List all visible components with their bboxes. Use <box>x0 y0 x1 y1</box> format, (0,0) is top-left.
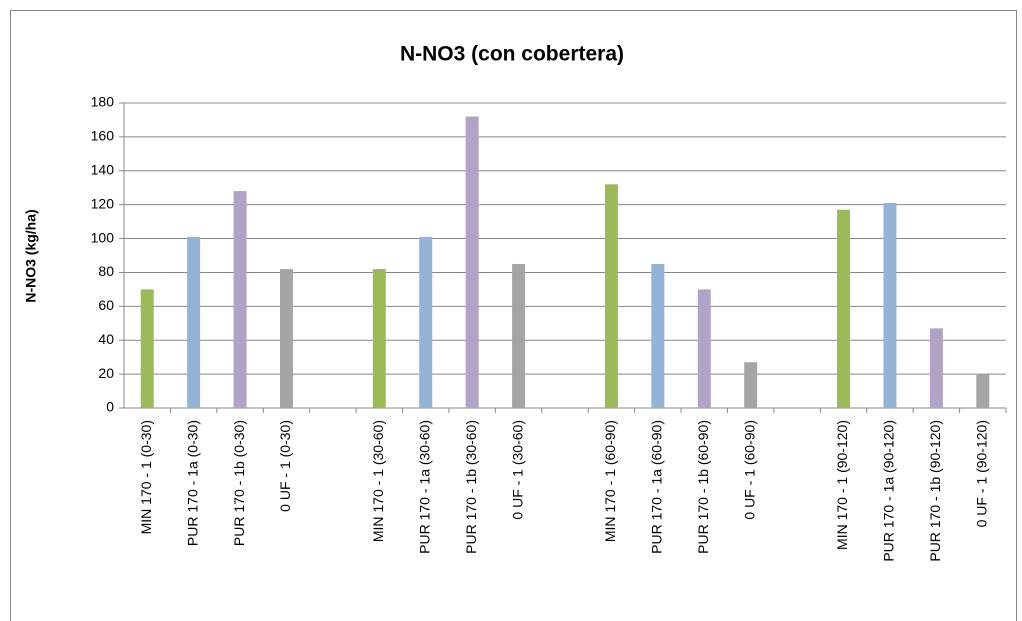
x-tick-label: MIN 170 - 1 (30-60) <box>370 420 386 542</box>
y-tick-label: 20 <box>98 365 114 381</box>
y-tick-label: 120 <box>91 195 115 211</box>
y-tick-label: 80 <box>98 263 114 279</box>
x-tick-label: 0 UF - 1 (60-90) <box>741 420 757 520</box>
bar <box>837 209 851 408</box>
bar <box>279 269 293 408</box>
bar <box>140 289 154 408</box>
x-tick-label: PUR 170 - 1b (90-120) <box>927 420 943 562</box>
bar <box>372 269 386 408</box>
y-tick-label: 0 <box>106 399 114 415</box>
bar <box>883 202 897 408</box>
bar <box>187 236 201 408</box>
x-tick-label: PUR 170 - 1b (60-90) <box>695 420 711 554</box>
x-tick-label: 0 UF - 1 (90-120) <box>973 420 989 527</box>
x-tick-label: MIN 170 - 1 (0-30) <box>138 420 154 534</box>
bar <box>697 289 711 408</box>
y-tick-label: 180 <box>91 94 115 110</box>
bar <box>976 374 990 408</box>
bar <box>929 328 943 408</box>
x-tick-label: 0 UF - 1 (0-30) <box>277 420 293 512</box>
bar <box>744 362 758 408</box>
y-tick-label: 40 <box>98 331 114 347</box>
y-tick-label: 140 <box>91 161 115 177</box>
bar <box>604 184 618 408</box>
y-tick-label: 160 <box>91 128 115 144</box>
chart-title: N-NO3 (con cobertera) <box>400 43 624 66</box>
x-tick-label: PUR 170 - 1a (30-60) <box>416 420 432 554</box>
x-tick-label: PUR 170 - 1b (0-30) <box>231 420 247 546</box>
x-tick-label: PUR 170 - 1b (30-60) <box>463 420 479 554</box>
x-tick-label: PUR 170 - 1a (0-30) <box>184 420 200 546</box>
bar <box>233 191 247 408</box>
x-tick-label: PUR 170 - 1a (60-90) <box>649 420 665 554</box>
x-tick-label: MIN 170 - 1 (60-90) <box>602 420 618 542</box>
x-tick-label: PUR 170 - 1a (90-120) <box>881 420 897 562</box>
y-axis-label: N-NO3 (kg/ha) <box>23 209 39 302</box>
x-tick-label: 0 UF - 1 (30-60) <box>509 420 525 520</box>
bar <box>512 263 526 408</box>
bar <box>419 236 433 408</box>
bar <box>651 263 665 408</box>
y-tick-label: 100 <box>91 229 115 245</box>
x-tick-label: MIN 170 - 1 (90-120) <box>834 420 850 550</box>
bar <box>465 116 479 409</box>
y-tick-label: 60 <box>98 297 114 313</box>
